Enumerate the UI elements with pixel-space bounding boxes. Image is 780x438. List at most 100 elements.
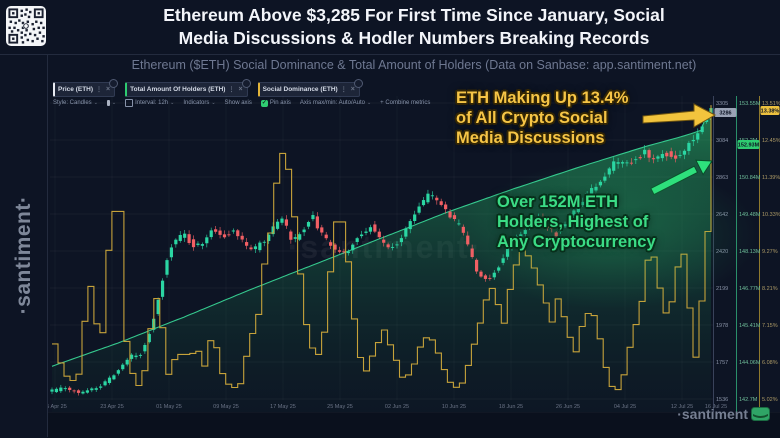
candle-body bbox=[620, 162, 625, 164]
candle-body bbox=[377, 231, 381, 238]
holders-axis-tick-label: 153.55M bbox=[739, 101, 761, 107]
candle-body bbox=[147, 334, 151, 343]
candle-body bbox=[275, 221, 280, 229]
candle-body bbox=[528, 224, 532, 226]
candle-body bbox=[258, 242, 262, 251]
combine-metrics-button[interactable]: + Combine metrics bbox=[380, 100, 431, 106]
chevron-down-icon: ⌄ bbox=[111, 100, 117, 106]
x-axis-date-label: 17 May 25 bbox=[270, 404, 296, 410]
candle-body bbox=[289, 231, 293, 240]
social-dominance-annotation: ETH Making Up 13.4% of All Crypto Social… bbox=[456, 89, 629, 148]
candle-body bbox=[519, 234, 523, 239]
show-axis-toggle[interactable]: Show axis bbox=[224, 100, 252, 106]
price-axis-tick-label: 3305 bbox=[716, 101, 728, 107]
candle-body bbox=[306, 222, 311, 227]
candle-body bbox=[408, 221, 412, 230]
candle-body bbox=[470, 248, 474, 258]
page-subtitle: Ethereum ($ETH) Social Dominance & Total… bbox=[131, 58, 697, 72]
close-icon[interactable]: × bbox=[106, 86, 111, 93]
candle-body bbox=[598, 181, 603, 186]
candle-body bbox=[125, 359, 129, 365]
green-arrow bbox=[650, 159, 713, 196]
candle-body bbox=[612, 161, 616, 171]
x-axis-date-label: 15 Apr 25 bbox=[48, 404, 67, 410]
candle-body bbox=[333, 244, 337, 250]
candle-body bbox=[337, 250, 342, 252]
candle-body bbox=[240, 235, 244, 240]
candle-body bbox=[554, 232, 558, 237]
price-axis-tick-label: 1978 bbox=[716, 323, 728, 329]
candle-body bbox=[121, 364, 125, 370]
chart-dynamic: ·santiment·33053084286326422420219919781… bbox=[48, 96, 780, 412]
social-axis-tick-label: 10.33% bbox=[762, 212, 780, 218]
candle-body bbox=[200, 244, 204, 246]
x-axis-date-label: 01 May 25 bbox=[156, 404, 182, 410]
price-candles-series bbox=[50, 105, 713, 396]
chart-canvas[interactable]: ·santiment·33053084286326422420219919781… bbox=[48, 95, 780, 412]
axis-maxmin-dropdown[interactable]: Axis max/min: Auto/Auto ⌄ bbox=[299, 100, 372, 106]
candle-style-dropdown[interactable]: ⌄ bbox=[106, 100, 117, 106]
candle-body bbox=[267, 234, 271, 242]
interval-dropdown[interactable]: Interval: 12h ⌄ bbox=[125, 99, 174, 107]
candle-body bbox=[245, 242, 249, 246]
holders-line-series bbox=[51, 115, 712, 367]
candle-body bbox=[183, 233, 187, 238]
tab-menu-icon[interactable]: ⋮ bbox=[340, 87, 347, 93]
candle-body bbox=[572, 210, 576, 216]
tab-total-holders-eth[interactable]: Total Amount Of Holders (ETH) ⋮ × bbox=[125, 79, 251, 97]
holders-current-badge bbox=[737, 140, 760, 149]
tab-menu-icon[interactable]: ⋮ bbox=[228, 87, 235, 93]
style-dropdown[interactable]: Style: Candles ⌄ bbox=[53, 100, 98, 106]
candle-body bbox=[191, 239, 196, 248]
close-icon[interactable]: × bbox=[238, 86, 243, 93]
tab-price-eth[interactable]: Price (ETH) ⋮ × bbox=[53, 79, 119, 97]
candle-body bbox=[426, 193, 430, 203]
candle-body bbox=[160, 280, 165, 297]
candle-body bbox=[665, 152, 669, 157]
footer-logo-text: ·santiment bbox=[677, 406, 748, 422]
candle-body bbox=[302, 229, 306, 233]
candle-body bbox=[488, 277, 492, 279]
candle-body bbox=[138, 354, 143, 356]
candle-body bbox=[382, 239, 386, 243]
candle-body bbox=[545, 225, 549, 228]
candle-body bbox=[656, 156, 660, 159]
metric-tabs: Price (ETH) ⋮ × Total Amount Of Holders … bbox=[53, 79, 363, 97]
tab-social-dominance-eth[interactable]: Social Dominance (ETH) ⋮ × bbox=[257, 79, 363, 97]
candle-body bbox=[510, 242, 514, 249]
x-axis-date-label: 18 Jun 25 bbox=[499, 404, 523, 410]
candle-body bbox=[696, 133, 700, 140]
candle-body bbox=[130, 354, 134, 359]
candle-body bbox=[505, 248, 510, 257]
candle-body bbox=[54, 388, 59, 393]
qr-code-pattern bbox=[8, 8, 45, 44]
checkbox-checked-icon: ✓ bbox=[260, 99, 268, 107]
social-axis-tick-label: 6.08% bbox=[762, 360, 778, 366]
candle-body bbox=[94, 388, 98, 390]
tab-menu-icon[interactable]: ⋮ bbox=[96, 87, 103, 93]
candle-body bbox=[691, 139, 695, 142]
candle-body bbox=[625, 162, 629, 164]
tab-label: Price (ETH) bbox=[58, 86, 94, 93]
candle-body bbox=[236, 230, 240, 237]
candle-body bbox=[563, 224, 567, 227]
candle-body bbox=[68, 387, 72, 390]
tab-notification-dot bbox=[241, 79, 251, 88]
pin-axis-checkbox[interactable]: ✓ Pin axis bbox=[260, 99, 291, 107]
candle-body bbox=[227, 234, 231, 236]
price-axis-tick-label: 2642 bbox=[716, 212, 728, 218]
price-axis-tick-label: 1536 bbox=[716, 397, 728, 403]
candle-body bbox=[103, 381, 107, 386]
x-axis-date-label: 10 Jun 25 bbox=[442, 404, 466, 410]
x-axis-date-label: 12 Jul 25 bbox=[671, 404, 693, 410]
candle-body bbox=[324, 234, 328, 239]
candle-body bbox=[253, 246, 258, 250]
x-axis-date-label: 25 May 25 bbox=[327, 404, 353, 410]
candle-body bbox=[638, 157, 642, 159]
candle-body bbox=[474, 259, 479, 272]
x-axis-date-label: 23 Apr 25 bbox=[100, 404, 124, 410]
candle-body bbox=[311, 215, 315, 220]
indicators-dropdown[interactable]: Indicators ⌄ bbox=[183, 100, 216, 106]
candle-body bbox=[421, 200, 426, 206]
close-icon[interactable]: × bbox=[350, 86, 355, 93]
